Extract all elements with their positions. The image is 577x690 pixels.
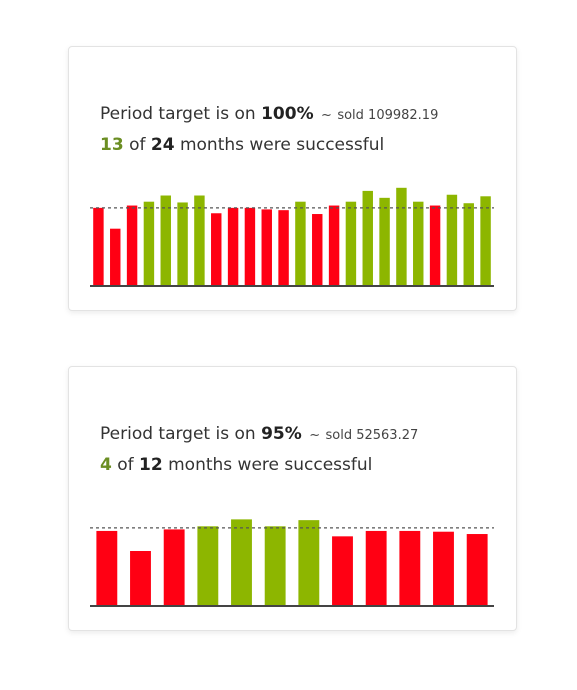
success-summary-line: 13 of 24 months were successful (100, 135, 384, 155)
month-bar (110, 228, 121, 285)
month-bar (413, 201, 424, 285)
month-bar (446, 194, 458, 285)
total-months-count: 24 (150, 135, 175, 155)
month-bar (244, 207, 256, 285)
target-summary-line: Period target is on 100% ~ sold 109982.1… (100, 104, 438, 124)
month-bar (160, 195, 171, 285)
month-bar (126, 205, 138, 285)
target-summary-line: Period target is on 95% ~ sold 52563.27 (100, 424, 418, 444)
monthly-sales-bar-chart (90, 187, 494, 287)
sold-amount: sold 109982.19 (337, 108, 439, 123)
target-percentage: 95% (261, 424, 302, 444)
month-bar (194, 195, 205, 285)
month-bar (197, 526, 219, 605)
month-bar (399, 530, 421, 605)
successful-months-count: 13 (100, 135, 124, 155)
month-bar (264, 526, 286, 605)
month-bar (96, 530, 118, 605)
total-months-count: 12 (139, 455, 163, 475)
monthly-sales-bar-chart (90, 519, 494, 607)
month-bar (433, 531, 454, 605)
month-bar (143, 201, 155, 285)
month-bar (163, 529, 185, 605)
month-bar (365, 530, 387, 605)
month-bar (463, 203, 474, 285)
of-label: of (129, 135, 146, 155)
month-bar (312, 214, 323, 285)
month-bar (227, 207, 239, 285)
month-bar (345, 201, 357, 285)
month-bar (295, 201, 306, 285)
month-bar (379, 197, 390, 285)
month-bar (332, 536, 353, 605)
sales-target-card-24-months: Period target is on 100% ~ sold 109982.1… (68, 46, 517, 311)
success-summary-line: 4 of 12 months were successful (100, 455, 372, 475)
month-bar (93, 207, 104, 285)
target-percentage: 100% (261, 104, 314, 124)
month-bar (298, 520, 320, 605)
month-bar (211, 213, 222, 285)
month-bar (278, 210, 289, 285)
sold-amount: sold 52563.27 (325, 428, 419, 443)
target-prefix: Period target is on (100, 424, 256, 444)
month-bar (261, 209, 272, 285)
month-bar (396, 187, 407, 285)
months-successful-label: months were successful (168, 455, 373, 475)
month-bar (466, 534, 488, 605)
month-bar (480, 196, 491, 285)
month-bar (231, 519, 252, 605)
of-label: of (117, 455, 134, 475)
month-bar (177, 202, 188, 285)
tilde-symbol: ~ (309, 428, 321, 443)
months-successful-label: months were successful (179, 135, 385, 155)
sales-target-card-12-months: Period target is on 95% ~ sold 52563.27 … (68, 366, 517, 631)
successful-months-count: 4 (100, 455, 112, 475)
month-bar (362, 190, 373, 285)
month-bar (130, 551, 151, 605)
target-prefix: Period target is on (100, 104, 256, 124)
month-bar (429, 205, 441, 285)
tilde-symbol: ~ (321, 108, 332, 123)
month-bar (328, 205, 340, 285)
